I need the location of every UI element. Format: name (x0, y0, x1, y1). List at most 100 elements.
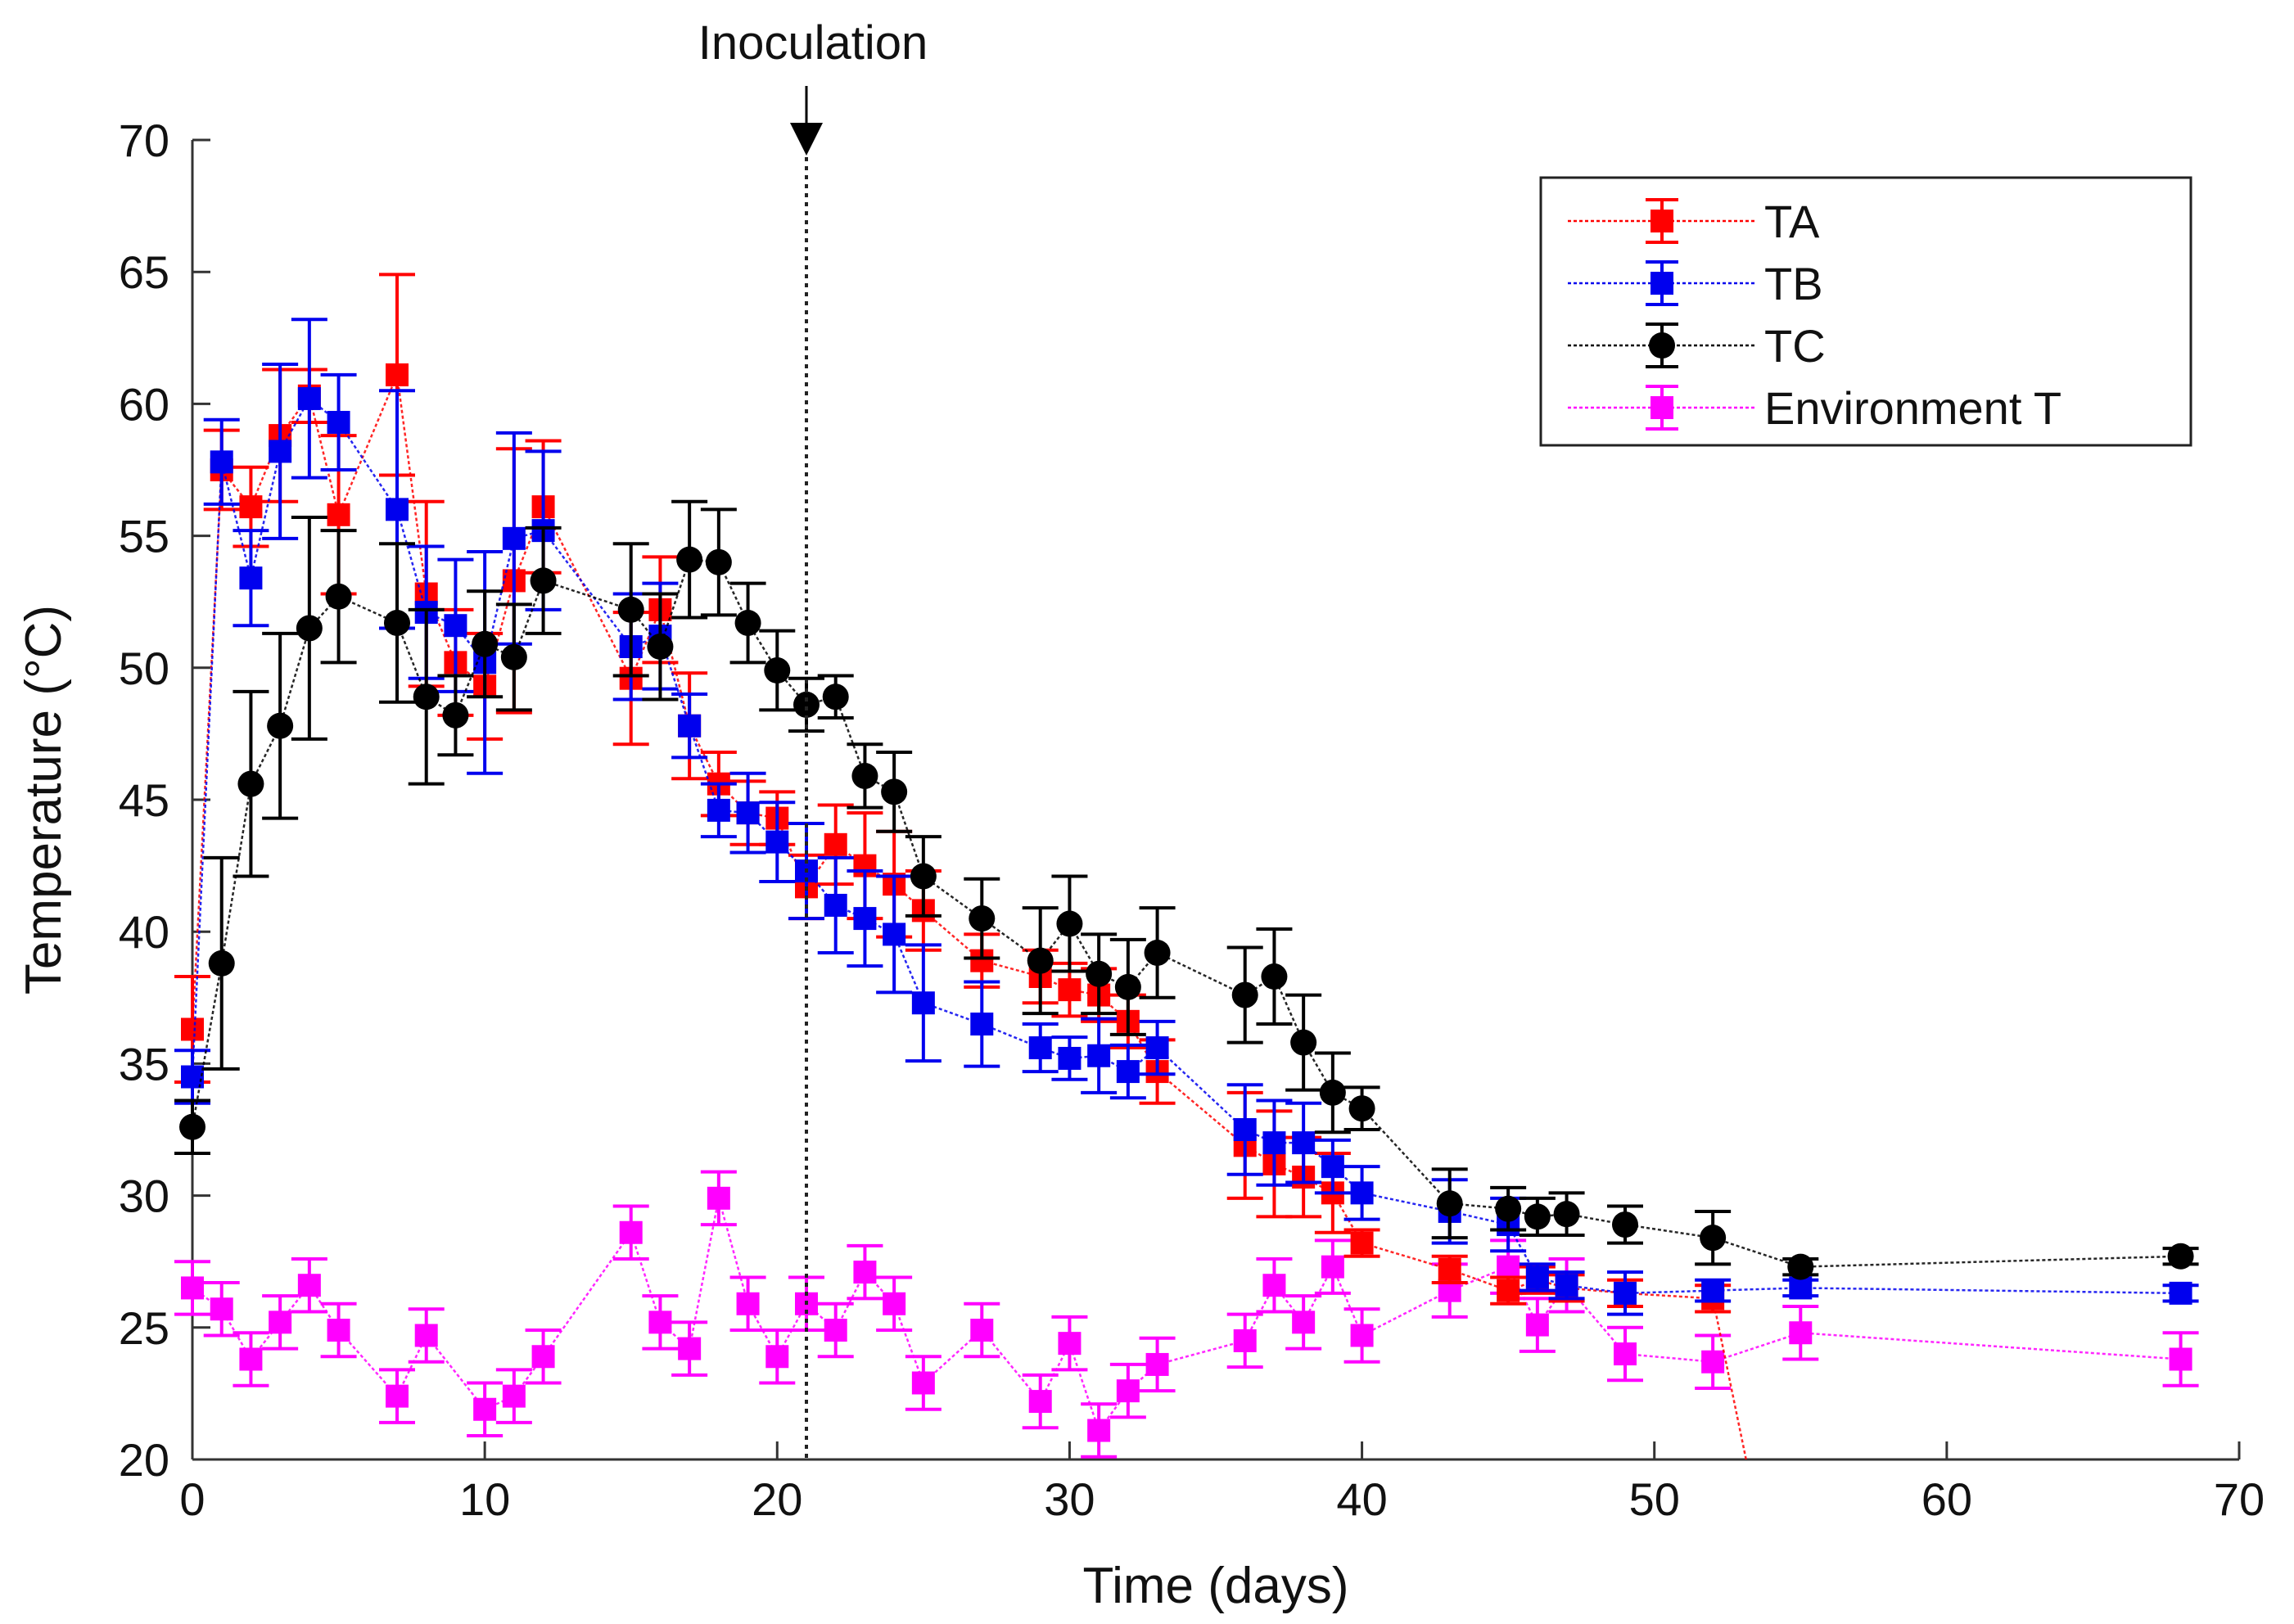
data-point (764, 657, 791, 684)
data-point (970, 1013, 994, 1036)
data-point (1028, 1390, 1052, 1414)
data-point (325, 583, 352, 610)
data-point (210, 1297, 233, 1321)
data-point (384, 609, 410, 636)
data-point (1262, 1274, 1286, 1297)
data-point (678, 1337, 702, 1360)
data-point (1261, 963, 1288, 990)
data-point (824, 893, 847, 917)
y-tick-label: 25 (119, 1302, 169, 1354)
data-point (269, 440, 292, 463)
data-point (1789, 1321, 1813, 1345)
legend-marker (1651, 210, 1673, 232)
data-point (1555, 1274, 1578, 1297)
data-point (853, 1261, 877, 1284)
data-point (1614, 1281, 1637, 1305)
data-point (1262, 1131, 1286, 1155)
data-point (327, 410, 350, 434)
legend: TA TB TC Environment T (1539, 176, 2192, 447)
data-point (1524, 1203, 1551, 1230)
data-point (1233, 1118, 1257, 1141)
data-point (1612, 1211, 1638, 1238)
legend-box (1539, 176, 2192, 447)
series-tb (174, 318, 2199, 1316)
data-point (1145, 1352, 1169, 1376)
legend-marker (1651, 272, 1673, 295)
x-tick-label: 60 (1921, 1473, 1972, 1525)
legend-label: TC (1764, 320, 1826, 372)
x-tick-label: 40 (1336, 1473, 1387, 1525)
data-point (239, 495, 263, 519)
y-tick-label: 40 (119, 906, 169, 958)
data-point (1292, 1131, 1316, 1155)
x-axis-label: Time (days) (1083, 1558, 1349, 1614)
data-point (824, 832, 847, 856)
x-tick-label: 50 (1629, 1473, 1680, 1525)
data-point (1497, 1255, 1520, 1279)
data-point (617, 596, 644, 623)
data-point (179, 1113, 205, 1140)
inoculation-annotation: Inoculation (698, 16, 928, 1459)
y-tick-label: 60 (119, 378, 169, 430)
x-tick-label: 70 (2214, 1473, 2265, 1525)
data-point (181, 1017, 204, 1041)
data-point (1350, 1324, 1374, 1347)
data-point (1701, 1350, 1725, 1374)
data-point (210, 450, 233, 474)
data-point (1058, 1332, 1082, 1356)
data-point (1145, 1036, 1169, 1060)
series-marks (174, 273, 2199, 1460)
data-point (1614, 1342, 1637, 1366)
y-tick-label: 20 (119, 1434, 169, 1486)
x-tick-label: 0 (179, 1473, 205, 1525)
y-tick-label: 45 (119, 774, 169, 826)
data-point (853, 907, 877, 931)
data-point (297, 1274, 321, 1297)
data-point (1087, 1419, 1111, 1442)
legend-item: Environment T (1568, 382, 2061, 434)
legend-item: TB (1568, 258, 1823, 309)
y-axis-label: Temperature (°C) (16, 605, 72, 995)
data-point (531, 1345, 555, 1369)
series-line (191, 397, 2181, 1295)
data-point (1321, 1155, 1344, 1179)
data-point (736, 801, 760, 825)
data-point (1789, 1276, 1813, 1300)
data-point (883, 1292, 906, 1315)
data-point (1290, 1029, 1317, 1056)
legend-item: TC (1568, 320, 1826, 372)
data-point (1058, 978, 1082, 1002)
data-point (472, 630, 499, 657)
data-point (297, 386, 321, 410)
data-point (414, 1324, 438, 1347)
data-point (1438, 1257, 1461, 1281)
series-line (192, 1198, 2181, 1433)
data-point (502, 526, 526, 550)
data-point (1787, 1253, 1814, 1280)
data-point (1233, 1329, 1257, 1352)
series-tc (174, 499, 2199, 1280)
data-point (1497, 1279, 1520, 1302)
y-tick-label: 35 (119, 1038, 169, 1089)
legend-item: TA (1568, 196, 1820, 247)
data-point (1231, 981, 1258, 1008)
data-point (2169, 1347, 2192, 1371)
y-tick-label: 50 (119, 643, 169, 694)
y-tick-label: 65 (119, 246, 169, 298)
data-point (1495, 1195, 1522, 1222)
data-point (1525, 1265, 1549, 1289)
data-point (910, 863, 937, 890)
data-point (824, 1319, 847, 1342)
data-point (1436, 1190, 1463, 1217)
data-point (1348, 1095, 1375, 1122)
data-point (969, 905, 996, 932)
data-point (1553, 1201, 1580, 1228)
data-point (1086, 960, 1113, 987)
series-ta (174, 273, 1747, 1460)
data-point (793, 691, 820, 718)
data-point (2169, 1281, 2192, 1305)
data-point (822, 683, 849, 710)
data-point (970, 1319, 994, 1342)
data-point (267, 712, 294, 739)
